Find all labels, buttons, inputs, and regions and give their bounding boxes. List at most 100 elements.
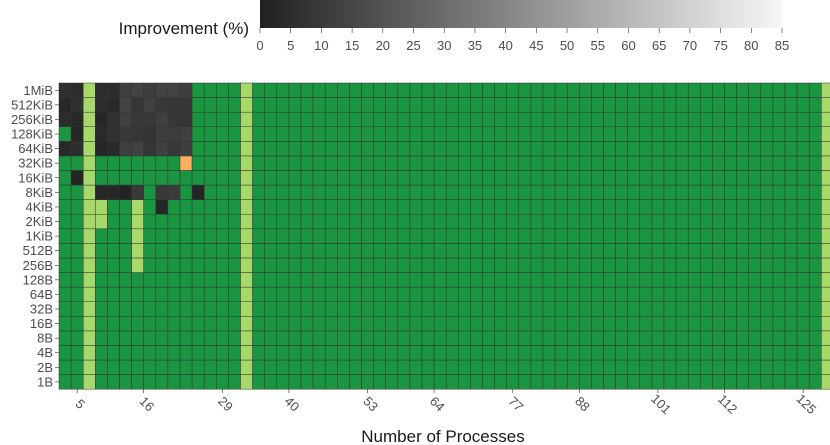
heatmap-cell <box>482 374 495 390</box>
heatmap-cell <box>603 272 616 288</box>
legend-tick-label: 30 <box>437 38 451 53</box>
heatmap-cell <box>808 126 822 142</box>
heatmap-cell <box>736 374 749 390</box>
heatmap-cell <box>808 257 822 273</box>
heatmap-cell <box>700 257 713 273</box>
heatmap-cell <box>155 330 169 346</box>
heatmap-cell <box>179 301 193 317</box>
heatmap-cell <box>421 359 435 375</box>
heatmap-cell <box>821 228 830 244</box>
heatmap-cell <box>252 272 265 288</box>
heatmap-cell <box>579 286 592 302</box>
heatmap-cell <box>409 111 423 127</box>
heatmap-cell <box>433 184 447 200</box>
heatmap-cell <box>324 301 338 317</box>
heatmap-cell <box>276 286 290 302</box>
heatmap-cell <box>796 97 810 113</box>
heatmap-cell <box>167 359 181 375</box>
heatmap-cell <box>58 199 72 215</box>
heatmap-cell <box>276 345 290 361</box>
heatmap-cell <box>482 184 495 200</box>
heatmap-cell <box>433 316 447 332</box>
heatmap-cell <box>179 257 193 273</box>
heatmap-cell <box>760 141 774 157</box>
heatmap-cell <box>760 330 774 346</box>
heatmap-cell <box>663 184 677 200</box>
heatmap-cell <box>70 243 84 259</box>
heatmap-cell <box>603 111 616 127</box>
heatmap-cell <box>687 141 701 157</box>
heatmap-cell <box>82 272 96 288</box>
y-tick-label: 2KiB <box>26 214 53 229</box>
heatmap-cell <box>530 316 544 332</box>
heatmap-cell <box>603 316 616 332</box>
heatmap-cell <box>312 286 326 302</box>
heatmap-cell <box>712 213 725 230</box>
heatmap-cell <box>276 126 290 142</box>
heatmap-cell <box>748 330 762 346</box>
heatmap-cell <box>337 111 350 127</box>
heatmap-cell <box>252 199 265 215</box>
heatmap-cell <box>191 82 205 98</box>
heatmap-cell <box>409 126 423 142</box>
heatmap-cell <box>736 301 749 317</box>
heatmap-cell <box>603 170 616 186</box>
heatmap-cell <box>470 243 483 259</box>
heatmap-cell <box>373 316 386 332</box>
y-tick-label: 16KiB <box>18 170 53 185</box>
heatmap-cell <box>216 82 229 98</box>
legend-tick-label: 75 <box>713 38 727 53</box>
heatmap-cell <box>337 359 350 375</box>
heatmap-cell <box>203 97 217 113</box>
heatmap-cell <box>361 257 374 273</box>
heatmap-cell <box>470 257 483 273</box>
heatmap-cell <box>70 199 84 215</box>
heatmap-cell <box>373 141 386 157</box>
heatmap-cell <box>627 126 641 142</box>
heatmap-cell <box>228 82 241 98</box>
heatmap-cell <box>361 316 374 332</box>
heatmap-cell <box>687 213 701 230</box>
heatmap-cell <box>191 155 205 171</box>
heatmap-cell <box>119 330 132 346</box>
heatmap-cell <box>361 301 374 317</box>
legend-tick-label: 45 <box>529 38 543 53</box>
heatmap-cell <box>70 97 84 113</box>
heatmap-cell <box>397 170 411 186</box>
heatmap-cell <box>700 272 713 288</box>
heatmap-cell <box>736 126 749 142</box>
heatmap-cell <box>700 199 713 215</box>
heatmap-cell <box>70 111 84 127</box>
heatmap-cell <box>700 155 713 171</box>
heatmap-cell <box>155 213 169 230</box>
heatmap-cell <box>712 286 725 302</box>
heatmap-cell <box>409 155 423 171</box>
heatmap-cell <box>712 316 725 332</box>
legend-tick-label: 20 <box>376 38 390 53</box>
heatmap-cell <box>131 228 144 244</box>
heatmap-cell <box>506 82 520 98</box>
heatmap-cell <box>228 345 241 361</box>
heatmap-cell <box>264 301 278 317</box>
heatmap-cell <box>312 301 326 317</box>
heatmap-cell <box>252 184 265 200</box>
heatmap-cell <box>397 82 411 98</box>
heatmap-cell <box>615 330 628 346</box>
heatmap-cell <box>155 170 169 186</box>
heatmap-cell <box>579 272 592 288</box>
heatmap-cell <box>70 155 84 171</box>
x-tick-label: 40 <box>282 394 303 415</box>
heatmap-cell <box>216 301 229 317</box>
legend-tick-label: 65 <box>652 38 666 53</box>
heatmap-cell <box>627 374 641 390</box>
heatmap-cell <box>300 82 314 98</box>
heatmap-cell <box>397 272 411 288</box>
heatmap-cell <box>748 199 762 215</box>
heatmap-cell <box>821 170 830 186</box>
heatmap-cell <box>639 228 653 244</box>
heatmap-cell <box>591 301 604 317</box>
heatmap-cell <box>216 170 229 186</box>
heatmap-cell <box>361 374 374 390</box>
heatmap-cell <box>530 97 544 113</box>
heatmap-cell <box>808 228 822 244</box>
